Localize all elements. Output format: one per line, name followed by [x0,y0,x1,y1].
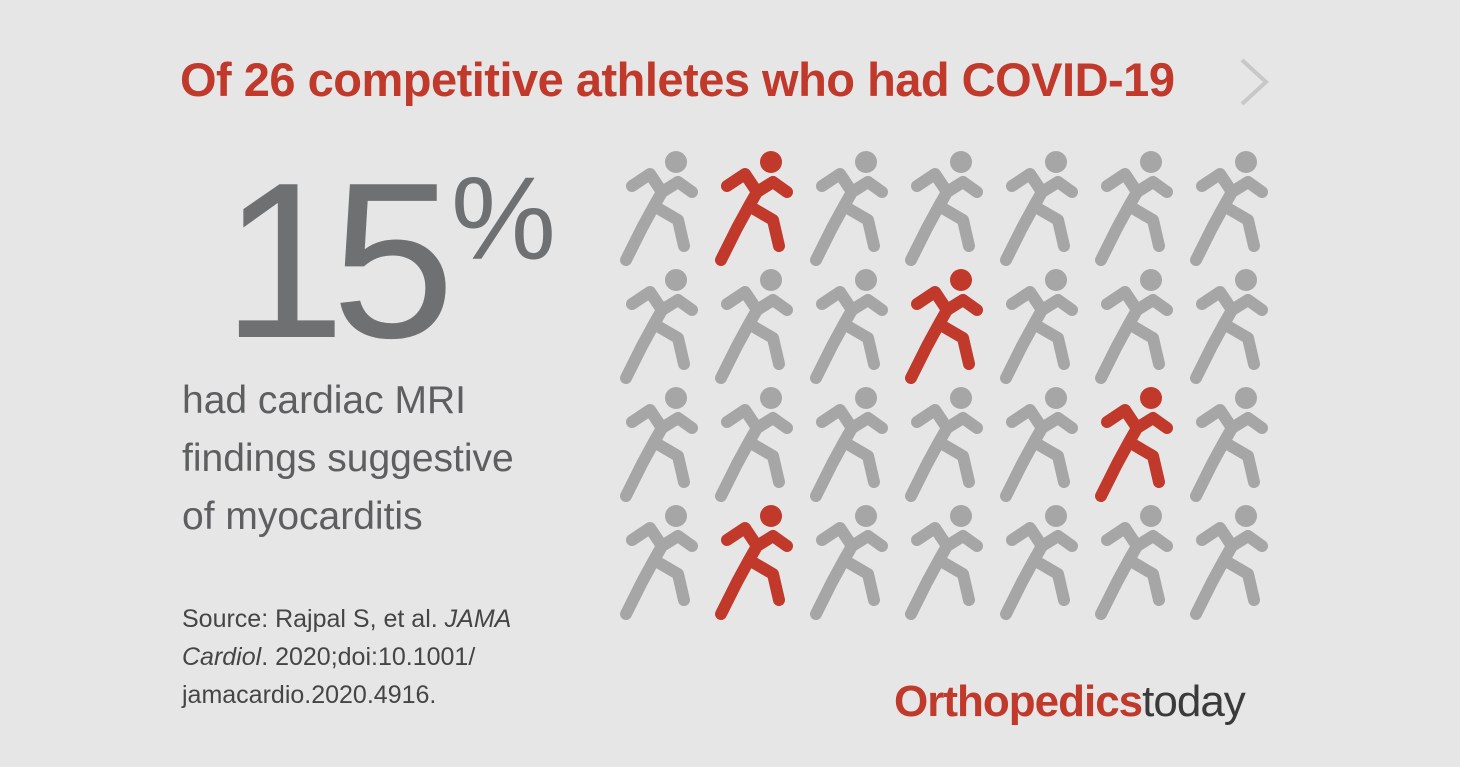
runner-icon [612,266,704,384]
logo-bold-text: Orthopedics [894,677,1143,726]
source-doi: . 2020;doi:10.1001/ [261,643,476,671]
athlete-icon-grid [612,148,1274,620]
runner-icon [707,384,799,502]
source-authors: Source: Rajpal S, et al. [182,605,445,633]
runner-icon [897,266,989,384]
runner-icon [1182,384,1274,502]
runner-icon [802,148,894,266]
runner-icon [707,266,799,384]
runner-icon [897,148,989,266]
runner-icon [992,266,1084,384]
orthopedics-today-logo[interactable]: Orthopedicstoday [894,677,1246,727]
source-citation: Source: Rajpal S, et al. JAMA Cardiol. 2… [182,600,602,714]
stat-number: 15 [222,137,455,385]
runner-icon [612,502,704,620]
runner-icon [612,384,704,502]
runner-icon [992,148,1084,266]
runner-icon [1182,148,1274,266]
chevron-right-icon[interactable] [1236,56,1272,108]
runner-icon [707,502,799,620]
logo-light-text: today [1142,677,1246,726]
runner-icon [1182,266,1274,384]
stat-description: had cardiac MRI findings suggestive of m… [182,372,602,546]
source-journal-cont: Cardiol [182,643,262,671]
runner-icon [1087,148,1179,266]
source-line-3: jamacardio.2020.4916. [182,681,437,709]
runner-icon [707,148,799,266]
runner-icon [612,148,704,266]
runner-icon [897,384,989,502]
source-journal: JAMA [444,605,512,633]
runner-icon [992,502,1084,620]
source-line-2: Cardiol. 2020;doi:10.1001/ [182,638,602,676]
runner-icon [1087,266,1179,384]
description-line: had cardiac MRI [182,379,466,422]
runner-icon [802,502,894,620]
runner-icon [897,502,989,620]
percent-sign: % [450,153,556,285]
headline: Of 26 competitive athletes who had COVID… [180,53,1175,106]
runner-icon [802,266,894,384]
runner-icon [802,384,894,502]
description-line: of myocarditis [182,495,423,538]
runner-icon [1182,502,1274,620]
source-line-1: Source: Rajpal S, et al. JAMA [182,600,602,638]
description-line: findings suggestive [182,437,514,480]
runner-icon [992,384,1084,502]
runner-icon [1087,384,1179,502]
runner-icon [1087,502,1179,620]
stat-percentage: 15% [222,150,556,372]
